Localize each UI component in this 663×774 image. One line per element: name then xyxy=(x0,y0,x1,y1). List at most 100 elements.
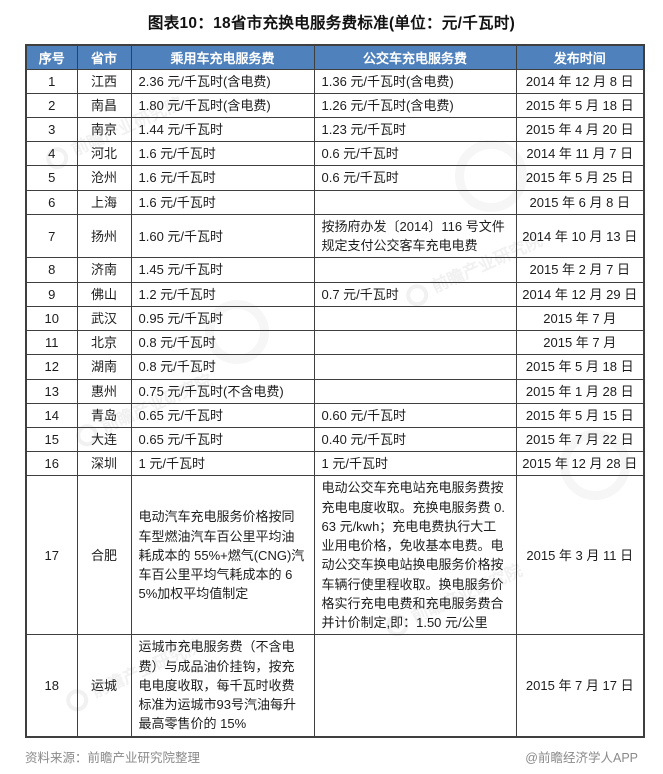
table-row: 5 沧州 1.6 元/千瓦时 0.6 元/千瓦时 2015 年 5 月 25 日 xyxy=(25,165,645,191)
cell-city: 合肥 xyxy=(76,475,132,636)
cell-city: 武汉 xyxy=(76,305,132,332)
cell-passenger-fee: 0.65 元/千瓦时 xyxy=(130,402,315,429)
cell-publish-date: 2015 年 7 月 xyxy=(515,305,645,332)
cell-index: 4 xyxy=(25,141,78,167)
cell-passenger-fee: 1.80 元/千瓦时(含电费) xyxy=(130,92,315,118)
cell-passenger-fee: 2.36 元/千瓦时(含电费) xyxy=(130,68,315,94)
header-passenger-fee: 乘用车充电服务费 xyxy=(130,44,315,70)
table-row: 2 南昌 1.80 元/千瓦时(含电费) 1.26 元/千瓦时(含电费) 201… xyxy=(25,92,645,118)
cell-publish-date: 2015 年 2 月 7 日 xyxy=(515,257,645,283)
cell-index: 6 xyxy=(25,189,78,215)
cell-publish-date: 2015 年 1 月 28 日 xyxy=(515,378,645,404)
credit-note: @前瞻经济学人APP xyxy=(525,750,638,765)
table-row: 6 上海 1.6 元/千瓦时 2015 年 6 月 8 日 xyxy=(25,189,645,215)
cell-passenger-fee: 1 元/千瓦时 xyxy=(130,451,315,477)
cell-index: 18 xyxy=(25,634,78,738)
cell-city: 济南 xyxy=(76,257,132,283)
cell-bus-fee xyxy=(313,330,517,356)
cell-index: 8 xyxy=(25,257,78,283)
cell-bus-fee: 0.60 元/千瓦时 xyxy=(313,402,517,429)
header-bus-fee: 公交车充电服务费 xyxy=(313,44,517,70)
cell-publish-date: 2015 年 4 月 20 日 xyxy=(515,116,645,143)
table-row: 11 北京 0.8 元/千瓦时 2015 年 7 月 xyxy=(25,330,645,356)
cell-index: 5 xyxy=(25,165,78,191)
cell-index: 7 xyxy=(25,213,78,259)
cell-city: 沧州 xyxy=(76,165,132,191)
cell-city: 上海 xyxy=(76,189,132,215)
table-body: 1 江西 2.36 元/千瓦时(含电费) 1.36 元/千瓦时(含电费) 201… xyxy=(25,68,645,738)
cell-publish-date: 2015 年 5 月 18 日 xyxy=(515,92,645,118)
cell-publish-date: 2015 年 6 月 8 日 xyxy=(515,189,645,215)
cell-publish-date: 2015 年 7 月 xyxy=(515,330,645,356)
cell-city: 湖南 xyxy=(76,354,132,380)
cell-city: 北京 xyxy=(76,330,132,356)
cell-city: 江西 xyxy=(76,68,132,94)
cell-publish-date: 2015 年 5 月 15 日 xyxy=(515,402,645,429)
cell-bus-fee: 0.40 元/千瓦时 xyxy=(313,427,517,453)
cell-passenger-fee: 0.8 元/千瓦时 xyxy=(130,354,315,380)
table-row: 12 湖南 0.8 元/千瓦时 2015 年 5 月 18 日 xyxy=(25,354,645,380)
cell-city: 青岛 xyxy=(76,402,132,429)
cell-bus-fee: 0.7 元/千瓦时 xyxy=(313,281,517,307)
table-row: 18 运城 运城市充电服务费（不含电费）与成品油价挂钩，按充电电度收取，每千瓦时… xyxy=(25,634,645,738)
cell-bus-fee: 0.6 元/千瓦时 xyxy=(313,141,517,167)
fee-table: 序号 省市 乘用车充电服务费 公交车充电服务费 发布时间 1 江西 2.36 元… xyxy=(25,44,645,738)
table-row: 13 惠州 0.75 元/千瓦时(不含电费) 2015 年 1 月 28 日 xyxy=(25,378,645,404)
cell-index: 14 xyxy=(25,402,78,429)
cell-publish-date: 2014 年 12 月 8 日 xyxy=(515,68,645,94)
cell-publish-date: 2015 年 5 月 18 日 xyxy=(515,354,645,380)
cell-bus-fee xyxy=(313,634,517,738)
cell-passenger-fee: 1.6 元/千瓦时 xyxy=(130,165,315,191)
cell-passenger-fee: 1.44 元/千瓦时 xyxy=(130,116,315,143)
cell-index: 1 xyxy=(25,68,78,94)
header-index: 序号 xyxy=(25,44,78,70)
cell-city: 佛山 xyxy=(76,281,132,307)
table-row: 4 河北 1.6 元/千瓦时 0.6 元/千瓦时 2014 年 11 月 7 日 xyxy=(25,141,645,167)
cell-passenger-fee: 0.8 元/千瓦时 xyxy=(130,330,315,356)
figure-title: 图表10：18省市充换电服务费标准(单位：元/千瓦时) xyxy=(147,15,516,32)
cell-publish-date: 2014 年 12 月 29 日 xyxy=(515,281,645,307)
cell-index: 13 xyxy=(25,378,78,404)
cell-passenger-fee: 电动汽车充电服务价格按同车型燃油汽车百公里平均油耗成本的 55%+燃气(CNG)… xyxy=(130,475,315,636)
cell-publish-date: 2015 年 5 月 25 日 xyxy=(515,165,645,191)
source-note: 资料来源：前瞻产业研究院整理 xyxy=(25,750,201,765)
cell-bus-fee xyxy=(313,189,517,215)
cell-publish-date: 2014 年 10 月 13 日 xyxy=(515,213,645,259)
table-row: 17 合肥 电动汽车充电服务价格按同车型燃油汽车百公里平均油耗成本的 55%+燃… xyxy=(25,475,645,636)
cell-bus-fee: 电动公交车充电站充电服务费按充电电度收取。充换电服务费 0.63 元/kwh；充… xyxy=(313,475,517,636)
cell-bus-fee: 0.6 元/千瓦时 xyxy=(313,165,517,191)
cell-city: 运城 xyxy=(76,634,132,738)
cell-bus-fee xyxy=(313,305,517,332)
cell-passenger-fee: 0.95 元/千瓦时 xyxy=(130,305,315,332)
cell-city: 南昌 xyxy=(76,92,132,118)
cell-passenger-fee: 1.45 元/千瓦时 xyxy=(130,257,315,283)
cell-index: 11 xyxy=(25,330,78,356)
cell-bus-fee xyxy=(313,257,517,283)
cell-city: 深圳 xyxy=(76,451,132,477)
figure-footer: 资料来源：前瞻产业研究院整理 @前瞻经济学人APP xyxy=(25,747,638,766)
cell-publish-date: 2015 年 7 月 17 日 xyxy=(515,634,645,738)
table-row: 1 江西 2.36 元/千瓦时(含电费) 1.36 元/千瓦时(含电费) 201… xyxy=(25,68,645,94)
header-publish-date: 发布时间 xyxy=(515,44,645,70)
cell-city: 惠州 xyxy=(76,378,132,404)
cell-bus-fee: 1 元/千瓦时 xyxy=(313,451,517,477)
table-row: 10 武汉 0.95 元/千瓦时 2015 年 7 月 xyxy=(25,305,645,332)
table-row: 16 深圳 1 元/千瓦时 1 元/千瓦时 2015 年 12 月 28 日 xyxy=(25,451,645,477)
cell-index: 16 xyxy=(25,451,78,477)
cell-city: 南京 xyxy=(76,116,132,143)
cell-index: 9 xyxy=(25,281,78,307)
cell-bus-fee: 1.23 元/千瓦时 xyxy=(313,116,517,143)
cell-index: 2 xyxy=(25,92,78,118)
table-row: 15 大连 0.65 元/千瓦时 0.40 元/千瓦时 2015 年 7 月 2… xyxy=(25,427,645,453)
cell-index: 17 xyxy=(25,475,78,636)
table-row: 7 扬州 1.60 元/千瓦时 按扬府办发〔2014〕116 号文件规定支付公交… xyxy=(25,213,645,259)
cell-bus-fee: 1.36 元/千瓦时(含电费) xyxy=(313,68,517,94)
cell-bus-fee xyxy=(313,354,517,380)
cell-index: 15 xyxy=(25,427,78,453)
cell-passenger-fee: 0.75 元/千瓦时(不含电费) xyxy=(130,378,315,404)
cell-passenger-fee: 1.6 元/千瓦时 xyxy=(130,189,315,215)
cell-index: 3 xyxy=(25,116,78,143)
cell-passenger-fee: 1.2 元/千瓦时 xyxy=(130,281,315,307)
header-city: 省市 xyxy=(76,44,132,70)
